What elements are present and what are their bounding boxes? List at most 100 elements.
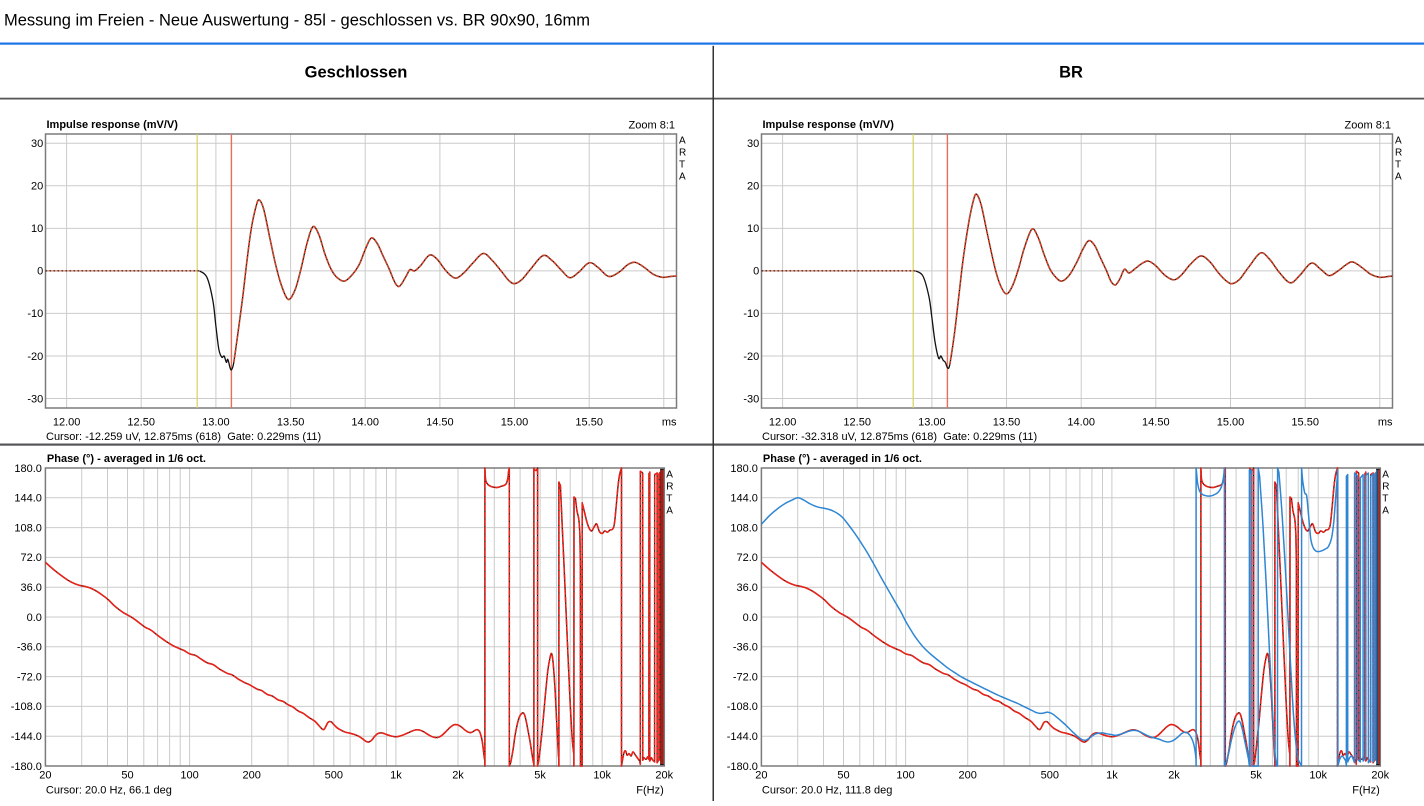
svg-text:20k: 20k xyxy=(1371,770,1389,782)
svg-text:Zoom 8:1: Zoom 8:1 xyxy=(1345,120,1391,132)
svg-text:36.0: 36.0 xyxy=(736,582,757,594)
svg-text:-30: -30 xyxy=(27,393,43,405)
svg-text:A: A xyxy=(679,172,686,183)
svg-text:36.0: 36.0 xyxy=(20,582,41,594)
svg-text:R: R xyxy=(679,148,686,159)
svg-text:Cursor: 20.0 Hz, 66.1 deg: Cursor: 20.0 Hz, 66.1 deg xyxy=(46,785,172,797)
svg-text:30: 30 xyxy=(747,138,759,150)
svg-text:Messung im Freien - Neue Auswe: Messung im Freien - Neue Auswertung - 85… xyxy=(4,12,590,30)
svg-text:Phase (°) - averaged in 1/6 oc: Phase (°) - averaged in 1/6 oct. xyxy=(47,453,206,465)
svg-text:30: 30 xyxy=(31,138,43,150)
svg-text:500: 500 xyxy=(1041,770,1059,782)
svg-text:10: 10 xyxy=(747,223,759,235)
svg-text:20: 20 xyxy=(31,181,43,193)
svg-text:0.0: 0.0 xyxy=(27,612,42,624)
svg-text:14.50: 14.50 xyxy=(1142,417,1170,429)
svg-text:108.0: 108.0 xyxy=(730,522,758,534)
svg-text:-10: -10 xyxy=(743,308,759,320)
svg-text:2k: 2k xyxy=(1168,770,1180,782)
svg-text:A: A xyxy=(1382,506,1389,517)
svg-text:Zoom 8:1: Zoom 8:1 xyxy=(629,120,675,132)
svg-text:Cursor: -32.318 uV, 12.875ms (: Cursor: -32.318 uV, 12.875ms (618) Gate:… xyxy=(762,431,1037,443)
svg-text:13.50: 13.50 xyxy=(993,417,1021,429)
svg-text:BR: BR xyxy=(1059,64,1083,82)
svg-text:50: 50 xyxy=(837,770,849,782)
svg-text:R: R xyxy=(666,482,673,493)
svg-text:1k: 1k xyxy=(390,770,402,782)
svg-text:100: 100 xyxy=(180,770,198,782)
svg-text:Cursor: 20.0 Hz, 111.8 deg: Cursor: 20.0 Hz, 111.8 deg xyxy=(762,785,892,797)
svg-text:5k: 5k xyxy=(1250,770,1262,782)
svg-text:-36.0: -36.0 xyxy=(17,642,42,654)
svg-text:T: T xyxy=(666,494,672,505)
svg-text:A: A xyxy=(1395,172,1402,183)
svg-text:A: A xyxy=(666,470,673,481)
svg-text:0.0: 0.0 xyxy=(743,612,758,624)
svg-text:108.0: 108.0 xyxy=(14,522,42,534)
svg-text:20k: 20k xyxy=(655,770,673,782)
svg-text:Cursor: -12.259 uV, 12.875ms (: Cursor: -12.259 uV, 12.875ms (618) Gate:… xyxy=(46,431,321,443)
svg-text:Phase (°) - averaged in 1/6 oc: Phase (°) - averaged in 1/6 oct. xyxy=(763,453,922,465)
svg-text:15.00: 15.00 xyxy=(1217,417,1245,429)
svg-text:F(Hz): F(Hz) xyxy=(636,785,664,797)
svg-text:10: 10 xyxy=(31,223,43,235)
svg-text:-20: -20 xyxy=(27,351,43,363)
svg-text:1k: 1k xyxy=(1106,770,1118,782)
svg-text:13.00: 13.00 xyxy=(918,417,946,429)
svg-text:T: T xyxy=(1382,494,1388,505)
svg-text:14.50: 14.50 xyxy=(426,417,454,429)
svg-text:-144.0: -144.0 xyxy=(11,731,42,743)
svg-text:A: A xyxy=(679,136,686,147)
svg-text:200: 200 xyxy=(243,770,261,782)
svg-text:-144.0: -144.0 xyxy=(727,731,758,743)
svg-text:180.0: 180.0 xyxy=(14,463,42,475)
svg-text:2k: 2k xyxy=(452,770,464,782)
svg-text:100: 100 xyxy=(896,770,914,782)
svg-text:50: 50 xyxy=(121,770,133,782)
svg-text:-30: -30 xyxy=(743,393,759,405)
svg-text:-36.0: -36.0 xyxy=(733,642,758,654)
svg-text:-108.0: -108.0 xyxy=(727,701,758,713)
svg-text:500: 500 xyxy=(325,770,343,782)
svg-text:14.00: 14.00 xyxy=(1067,417,1095,429)
svg-text:0: 0 xyxy=(37,266,43,278)
svg-text:A: A xyxy=(1395,136,1402,147)
svg-text:72.0: 72.0 xyxy=(736,552,757,564)
svg-text:Impulse response (mV/V): Impulse response (mV/V) xyxy=(47,119,179,131)
svg-text:144.0: 144.0 xyxy=(14,493,42,505)
svg-text:-180.0: -180.0 xyxy=(11,761,42,773)
svg-text:13.00: 13.00 xyxy=(202,417,230,429)
svg-text:R: R xyxy=(1395,148,1402,159)
svg-text:72.0: 72.0 xyxy=(20,552,41,564)
svg-text:Geschlossen: Geschlossen xyxy=(305,64,408,82)
svg-text:5k: 5k xyxy=(534,770,546,782)
svg-text:144.0: 144.0 xyxy=(730,493,758,505)
svg-text:12.00: 12.00 xyxy=(769,417,797,429)
svg-text:-20: -20 xyxy=(743,351,759,363)
svg-text:10k: 10k xyxy=(593,770,611,782)
svg-text:-72.0: -72.0 xyxy=(17,671,42,683)
svg-text:-180.0: -180.0 xyxy=(727,761,758,773)
svg-text:20: 20 xyxy=(39,770,51,782)
svg-text:13.50: 13.50 xyxy=(277,417,305,429)
svg-text:15.00: 15.00 xyxy=(501,417,529,429)
svg-text:-72.0: -72.0 xyxy=(733,671,758,683)
svg-text:15.50: 15.50 xyxy=(575,417,603,429)
svg-text:10k: 10k xyxy=(1309,770,1327,782)
svg-text:ms: ms xyxy=(662,417,677,429)
svg-text:180.0: 180.0 xyxy=(730,463,758,475)
svg-text:F(Hz): F(Hz) xyxy=(1352,785,1380,797)
svg-text:12.00: 12.00 xyxy=(53,417,81,429)
svg-text:A: A xyxy=(1382,470,1389,481)
svg-text:ms: ms xyxy=(1378,417,1393,429)
svg-text:20: 20 xyxy=(755,770,767,782)
svg-text:0: 0 xyxy=(753,266,759,278)
svg-text:20: 20 xyxy=(747,181,759,193)
svg-text:R: R xyxy=(1382,482,1389,493)
svg-text:T: T xyxy=(679,160,685,171)
svg-text:-108.0: -108.0 xyxy=(11,701,42,713)
svg-text:-10: -10 xyxy=(27,308,43,320)
svg-text:T: T xyxy=(1395,160,1401,171)
svg-text:Impulse response (mV/V): Impulse response (mV/V) xyxy=(763,119,895,131)
svg-text:12.50: 12.50 xyxy=(127,417,155,429)
